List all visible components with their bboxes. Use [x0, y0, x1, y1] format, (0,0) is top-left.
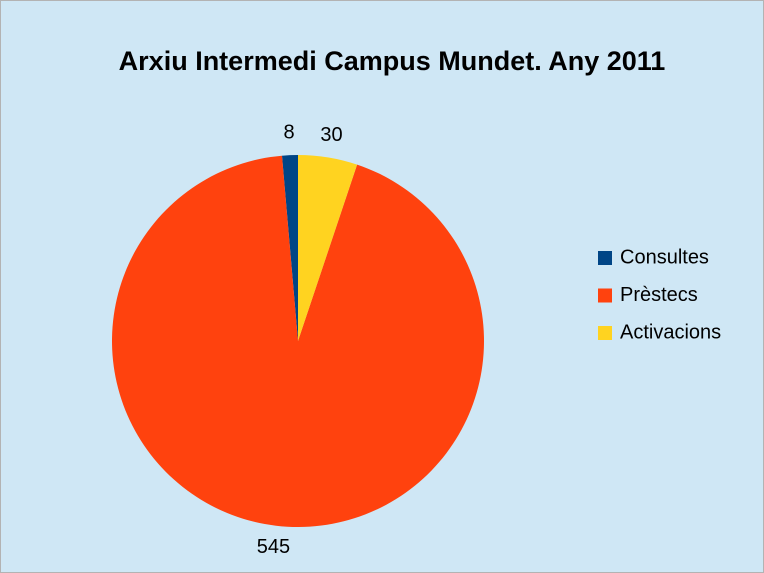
legend-swatch — [598, 251, 612, 265]
legend-swatch — [598, 288, 612, 303]
pie-slice — [281, 155, 298, 341]
data-label: 545 — [257, 536, 290, 558]
pie-slice — [298, 155, 358, 341]
data-label: 8 — [283, 121, 294, 143]
chart-title: Arxiu Intermedi Campus Mundet. Any 2011 — [119, 46, 666, 76]
legend-swatch — [598, 326, 612, 340]
legend-label: Activacions — [620, 321, 721, 343]
pie-slice — [112, 155, 485, 527]
legend-label: Prèstecs — [620, 284, 698, 306]
data-label: 30 — [320, 124, 342, 146]
legend-label: Consultes — [620, 246, 709, 268]
